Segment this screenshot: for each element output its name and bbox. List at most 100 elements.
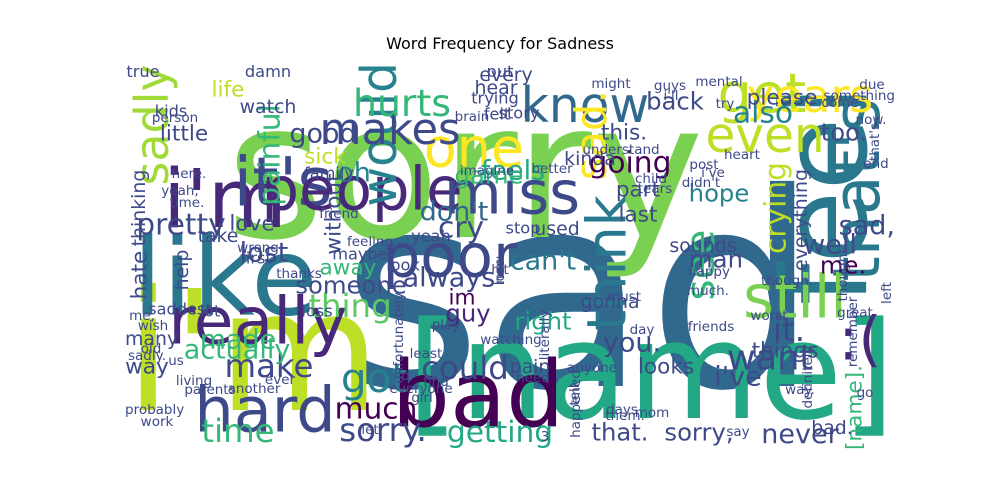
word-cloud-word: wrong (237, 240, 279, 256)
word-cloud-word: true (126, 62, 159, 81)
word-cloud-word: gonna (580, 291, 639, 313)
word-cloud-word: go (857, 385, 874, 401)
word-cloud-word: miss (444, 160, 580, 229)
word-cloud-word: also (733, 96, 793, 131)
word-cloud-word: little (160, 122, 208, 147)
word-cloud-word: that's (867, 123, 883, 161)
word-cloud-word: crying (759, 162, 794, 254)
word-cloud-word: feels (481, 156, 545, 187)
word-cloud-word: lot (200, 302, 221, 321)
word-cloud-word: much (335, 392, 418, 427)
word-cloud-word: :( (838, 306, 881, 375)
word-cloud-word: child (635, 171, 667, 187)
word-cloud-word: pain (510, 356, 551, 378)
word-cloud-word: bad. (811, 417, 853, 439)
word-cloud-word: friend (319, 206, 359, 222)
word-cloud-word: stop (506, 219, 541, 238)
word-cloud-word: really (168, 285, 347, 360)
word-cloud-word: first (240, 249, 272, 268)
word-cloud-word: thought (835, 248, 851, 301)
word-cloud-word: new (492, 256, 508, 284)
word-cloud-word: too. (821, 118, 868, 147)
word-cloud-word: sadly (125, 64, 179, 185)
word-cloud-word: better (531, 161, 573, 177)
word-cloud-word: could (421, 349, 509, 387)
word-cloud-word: must (607, 289, 641, 305)
word-cloud-word: come (821, 95, 858, 111)
word-cloud-word: feeling (347, 234, 393, 250)
word-cloud-word: hear (475, 77, 518, 99)
word-cloud-word: time (201, 412, 274, 450)
word-cloud-word: day (630, 322, 655, 338)
word-cloud-word: know (521, 78, 649, 134)
word-cloud-word: story (499, 104, 540, 123)
word-cloud-word: least (410, 346, 443, 362)
word-cloud-word: sad, (839, 211, 895, 242)
word-cloud-word: me. (820, 251, 866, 280)
word-cloud-word: sad (341, 135, 819, 450)
word-cloud-word: felt (484, 105, 511, 124)
word-cloud-word: hard (194, 374, 335, 447)
word-cloud-word: everything (790, 169, 812, 271)
word-cloud-word: like (132, 216, 317, 341)
word-cloud-word: would (352, 62, 408, 207)
word-cloud-word: right (514, 307, 571, 336)
word-cloud-word: i'm (163, 153, 287, 247)
word-cloud-word: actually (184, 335, 291, 366)
word-cloud-word: hate (128, 251, 153, 300)
word-cloud-word: now. (856, 112, 887, 128)
word-cloud-word: i'm (125, 256, 381, 450)
word-cloud-word: people (261, 156, 462, 225)
word-cloud-word: always (403, 263, 496, 294)
word-cloud-word: hit (491, 262, 509, 278)
word-cloud-word: thinking (128, 170, 150, 247)
word-cloud-word: time. (170, 195, 205, 211)
word-cloud-word: poor (383, 223, 518, 292)
word-cloud-word: loss. (492, 255, 508, 285)
word-cloud-word: 3 (541, 429, 550, 445)
word-cloud-word: guys (654, 78, 686, 94)
word-cloud-word: ever (265, 372, 296, 388)
word-cloud-word: life (212, 78, 245, 103)
word-cloud-word: getting (447, 415, 553, 450)
word-cloud-word: find (423, 374, 449, 390)
word-cloud-word: things (752, 339, 819, 364)
word-cloud-word: thanks (276, 266, 322, 282)
word-cloud-word: thing (308, 287, 391, 325)
word-cloud-word: work (141, 414, 174, 430)
word-cloud-word: bad (392, 342, 565, 449)
word-cloud-word: got (341, 354, 407, 402)
word-cloud-word: due (859, 77, 884, 93)
word-cloud-word: post (689, 157, 718, 173)
word-cloud-word: you. (603, 328, 661, 359)
word-cloud-word: love (229, 212, 274, 237)
word-cloud-word: happened (568, 370, 584, 438)
word-cloud-word: kids (155, 102, 188, 121)
word-cloud-word: look (386, 256, 420, 275)
word-cloud-word: watch (240, 96, 297, 118)
word-cloud-word: sick (304, 145, 346, 170)
word-cloud-word: here. (172, 166, 207, 182)
word-cloud-word: every (479, 64, 532, 86)
word-cloud-word: i'll (664, 88, 679, 104)
word-cloud-word: heart (724, 147, 760, 163)
word-cloud-word: imagine (460, 163, 514, 179)
word-cloud-word: old (141, 341, 162, 357)
word-cloud-word: probably (125, 402, 184, 418)
word-cloud-word: painful (253, 104, 288, 206)
word-cloud-word: loss (301, 302, 332, 321)
word-cloud-word: need (516, 370, 550, 386)
word-cloud-word: anyone (567, 360, 617, 376)
word-cloud-word: get (718, 62, 807, 125)
word-cloud-word: hurts (353, 81, 451, 125)
word-cloud-word: please (747, 86, 818, 111)
word-cloud-word: tell (567, 384, 583, 405)
word-cloud-word: it's (234, 143, 333, 222)
word-cloud-word: put (487, 62, 514, 81)
word-cloud-word: worst (750, 308, 787, 324)
word-cloud-word: guy (445, 299, 490, 328)
word-cloud-word: that's (820, 98, 895, 281)
word-cloud-word: without (322, 173, 347, 254)
word-cloud-word: yeah (411, 227, 451, 246)
